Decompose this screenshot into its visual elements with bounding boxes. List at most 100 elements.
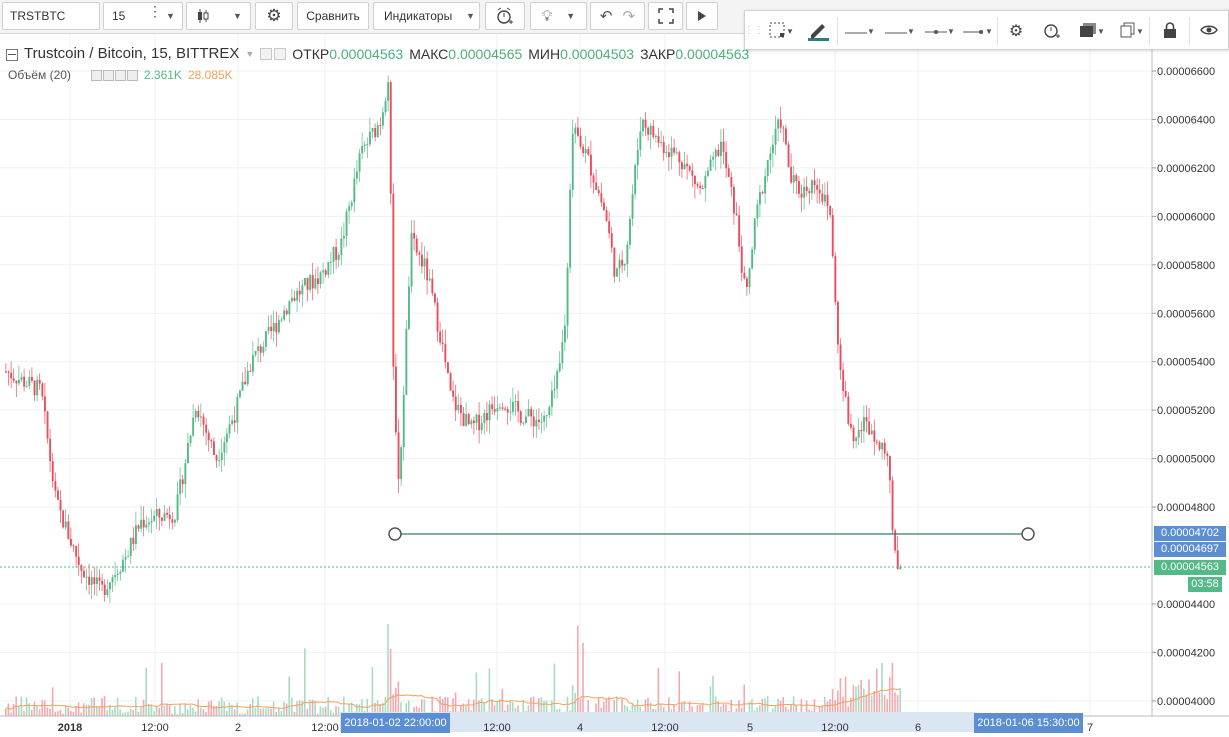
volume-bar [538,698,540,716]
candle-body [678,152,681,163]
volume-bar [187,709,189,716]
lock-button[interactable] [1155,15,1185,47]
hide-button[interactable] [1193,15,1225,47]
volume-bar [709,686,712,716]
volume-label[interactable]: Объём (20) [8,68,71,82]
fullscreen-button[interactable] [648,2,683,30]
volume-bar [795,704,797,716]
volume-bar [176,713,179,716]
line-width-button[interactable]: ▼ [881,15,919,47]
volume-bar [844,676,847,716]
replay-button[interactable] [686,2,718,30]
line-end-button[interactable]: ▼ [959,15,997,47]
drawing-handle-left[interactable] [388,527,402,541]
candle-body [730,177,733,187]
candle-body [343,235,345,239]
drawing-alert-button[interactable] [1037,15,1067,47]
price-tick: 0.00006000 [1157,211,1215,223]
chart-pane[interactable]: 0.00006600 0.00006400 0.00006200 0.00006000… [0,34,1229,737]
alert-button[interactable] [485,2,525,30]
candle-body [213,441,215,456]
candle-body [675,152,678,154]
visual-order-button[interactable]: ▼ [1075,15,1109,47]
gear-icon[interactable] [274,47,287,60]
drawing-price-label-1: 0.00004702 [1154,526,1226,541]
candle-body [824,194,826,202]
time-range-start-label: 2018-01-02 22:00:00 [341,713,450,733]
candles-icon [195,8,211,24]
eye-icon[interactable] [90,69,102,81]
ideas-button[interactable]: 💡︎ ▼ [530,2,587,30]
drawing-handle-right[interactable] [1021,527,1035,541]
price-tick: 0.00005600 [1157,308,1215,320]
candle-body [551,390,553,407]
candle-body [259,346,262,353]
candle-body [153,515,156,521]
time-tick: 6 [915,722,921,734]
candle-body [413,232,416,239]
add-icon[interactable] [114,69,126,81]
volume-bar [122,712,124,716]
candle-body [587,149,590,155]
time-tick: 7 [1087,722,1093,734]
candle-body [759,192,761,205]
line-style-button[interactable]: ▼ [921,15,959,47]
volume-bar [878,692,881,716]
top-toolbar: TRSTBTC 15 ⋮ ▼ ▼ ⚙ Сравнить Индикаторы ▼… [0,0,1229,34]
drawing-settings-button[interactable]: ⚙ [1001,15,1031,47]
compare-button[interactable]: Сравнить [297,2,369,30]
close-icon[interactable] [126,69,138,81]
candle-body [5,371,7,373]
chart-canvas[interactable]: 0.00006600 0.00006400 0.00006200 0.00006000… [0,34,1229,737]
undo-icon[interactable]: ↶ [599,8,613,25]
candle-body [236,396,239,423]
volume-bar [163,705,166,716]
candle-body [434,293,436,303]
volume-bar [379,704,381,716]
indicators-button[interactable]: Индикаторы ▼ [373,2,480,30]
candle-body [410,232,413,287]
volume-bar [384,696,387,716]
volume-bar [343,696,345,716]
collapse-icon[interactable] [6,48,18,61]
candle-body [418,252,421,255]
eye-icon[interactable] [260,47,273,60]
volume-value-1: 2.361K [143,68,182,82]
chevron-down-icon[interactable]: ▼ [245,48,255,59]
price-tick: 0.00006400 [1157,114,1215,126]
candle-body [665,152,668,154]
candle-body [454,396,457,411]
settings-button[interactable]: ⚙ [255,2,293,30]
price-tick: 0.00004200 [1157,647,1215,659]
symbol-title[interactable]: Trustcoin / Bitcoin, 15, BITTREX [24,45,240,62]
volume-bar [764,698,766,716]
candle-body [179,479,182,495]
volume-bar [192,707,194,716]
volume-bar [85,704,88,716]
symbol-search-input[interactable]: TRSTBTC [2,2,100,30]
volume-bar [865,694,868,716]
volume-bar [83,703,85,716]
volume-bar [317,713,319,716]
volume-bar [301,700,303,716]
clone-button[interactable]: ▼ [1115,15,1149,47]
drag-handle-icon[interactable]: ⋮⋮ [744,25,764,36]
chart-type-button[interactable]: ▼ [186,2,251,30]
candle-body [122,559,124,572]
volume-bar [579,699,582,716]
interval-select[interactable]: 15 ⋮ ▼ [103,2,183,30]
candle-body [77,556,80,566]
candle-body [868,421,871,435]
volume-bar [348,703,350,716]
brush-tool-button[interactable] [803,15,833,47]
selection-mode-button[interactable]: ▼ [763,15,799,47]
gear-icon[interactable] [102,69,114,81]
alarm-clock-icon [496,7,514,25]
volume-bar [488,668,491,716]
candle-body [395,366,397,433]
volume-bar [356,703,358,716]
candle-body [673,147,676,153]
candle-body [480,423,483,431]
redo-icon[interactable]: ↷ [622,8,636,25]
line-color-button[interactable]: ▼ [841,15,879,47]
